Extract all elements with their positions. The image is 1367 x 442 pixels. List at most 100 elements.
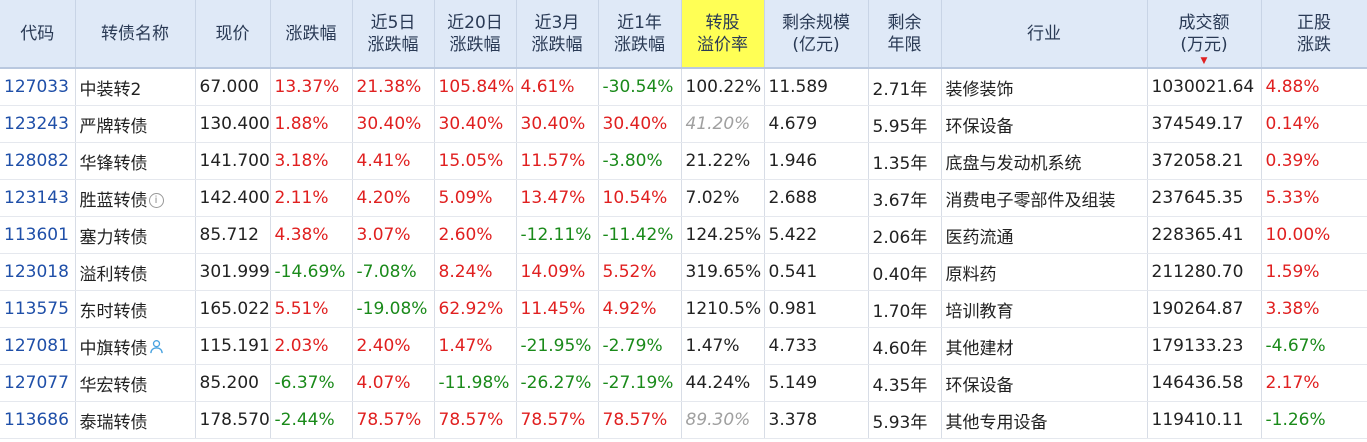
cell-stock_chg: 2.17% — [1261, 364, 1367, 402]
table-row[interactable]: 113601 塞力转债 85.712 4.38% 3.07% 2.60% -12.11% -1… — [0, 216, 1367, 254]
cell-code[interactable]: 127081 — [0, 327, 76, 365]
column-header-code[interactable]: 代码 — [0, 0, 76, 69]
cell-name[interactable]: 泰瑞转债 — [75, 401, 196, 439]
column-header-scale[interactable]: 剩余规模 (亿元) — [764, 0, 869, 69]
cell-turnover: 228365.41 — [1147, 216, 1262, 254]
column-header-label: 涨跌幅 — [531, 34, 583, 55]
cell-price: 115.191 — [195, 327, 271, 365]
cell-chg3m: 11.45% — [516, 290, 599, 328]
cell-industry: 原料药 — [941, 253, 1148, 291]
column-header-chg3m[interactable]: 近3月 涨跌幅 — [516, 0, 599, 69]
cell-code[interactable]: 113575 — [0, 290, 76, 328]
cell-turnover: 146436.58 — [1147, 364, 1262, 402]
cell-scale: 0.541 — [764, 253, 869, 291]
cell-chg1y: -30.54% — [598, 68, 682, 106]
cell-name[interactable]: 中装转2 — [75, 68, 196, 106]
cell-premium: 100.22% — [681, 68, 765, 106]
column-header-chg20d[interactable]: 近20日 涨跌幅 — [434, 0, 517, 69]
column-header-chg1y[interactable]: 近1年 涨跌幅 — [598, 0, 682, 69]
cell-chg3m: 14.09% — [516, 253, 599, 291]
cell-price: 142.400 — [195, 179, 271, 217]
cell-name[interactable]: 胜蓝转债 i — [75, 179, 196, 217]
table-row[interactable]: 113575 东时转债 165.022 5.51% -19.08% 62.92% 11.45… — [0, 290, 1367, 328]
cell-scale: 0.981 — [764, 290, 869, 328]
cell-chg5d: 4.07% — [352, 364, 435, 402]
cell-name[interactable]: 中旗转债 — [75, 327, 196, 365]
cell-chg3m: -21.95% — [516, 327, 599, 365]
cell-stock_chg: -1.26% — [1261, 401, 1367, 439]
table-row[interactable]: 127081 中旗转债 115.191 2.03% 2.40% 1.47% -21.95% -… — [0, 327, 1367, 365]
cell-industry: 环保设备 — [941, 364, 1148, 402]
column-header-label: 现价 — [215, 23, 250, 44]
cell-premium: 1210.5% — [681, 290, 765, 328]
table-row[interactable]: 123143 胜蓝转债 i 142.400 2.11% 4.20% 5.09% 13.47% 1… — [0, 179, 1367, 217]
cell-code[interactable]: 128082 — [0, 142, 76, 180]
cell-name[interactable]: 塞力转债 — [75, 216, 196, 254]
cell-chg3m: -26.27% — [516, 364, 599, 402]
cell-price: 85.712 — [195, 216, 271, 254]
column-header-premium[interactable]: 转股 溢价率 — [681, 0, 765, 69]
column-header-label: 剩余 — [887, 12, 922, 33]
column-header-chg[interactable]: 涨跌幅 — [270, 0, 353, 69]
cell-chg: 2.03% — [270, 327, 353, 365]
cell-chg20d: 78.57% — [434, 401, 517, 439]
table-row[interactable]: 128082 华锋转债 141.700 3.18% 4.41% 15.05% 11.57% -… — [0, 142, 1367, 180]
cell-industry: 其他专用设备 — [941, 401, 1148, 439]
cell-code[interactable]: 127077 — [0, 364, 76, 402]
user-icon[interactable] — [149, 339, 164, 359]
cell-name[interactable]: 华锋转债 — [75, 142, 196, 180]
cell-industry: 培训教育 — [941, 290, 1148, 328]
cell-chg20d: 62.92% — [434, 290, 517, 328]
cell-scale: 11.589 — [764, 68, 869, 106]
column-header-chg5d[interactable]: 近5日 涨跌幅 — [352, 0, 435, 69]
cell-premium: 89.30% — [681, 401, 765, 439]
table-row[interactable]: 113686 泰瑞转债 178.570 -2.44% 78.57% 78.57% 78.57… — [0, 401, 1367, 439]
column-header-turnover[interactable]: 成交额 (万元) ▼ — [1147, 0, 1262, 69]
cell-chg: 4.38% — [270, 216, 353, 254]
cell-code[interactable]: 113686 — [0, 401, 76, 439]
column-header-industry[interactable]: 行业 — [941, 0, 1148, 69]
cell-scale: 4.733 — [764, 327, 869, 365]
cell-premium: 21.22% — [681, 142, 765, 180]
sort-desc-icon[interactable]: ▼ — [1200, 56, 1208, 66]
column-header-stock_chg[interactable]: 正股 涨跌 — [1261, 0, 1367, 69]
table-row[interactable]: 123018 溢利转债 301.999 -14.69% -7.08% 8.24% 14.09… — [0, 253, 1367, 291]
cell-years: 3.67年 — [868, 179, 942, 217]
cell-stock_chg: 0.14% — [1261, 105, 1367, 143]
cell-scale: 4.679 — [764, 105, 869, 143]
cell-name[interactable]: 严牌转债 — [75, 105, 196, 143]
cell-chg3m: 4.61% — [516, 68, 599, 106]
cell-price: 85.200 — [195, 364, 271, 402]
cell-code[interactable]: 123018 — [0, 253, 76, 291]
cell-premium: 1.47% — [681, 327, 765, 365]
cell-chg1y: -27.19% — [598, 364, 682, 402]
cell-price: 130.400 — [195, 105, 271, 143]
column-header-years[interactable]: 剩余 年限 — [868, 0, 942, 69]
cell-scale: 5.422 — [764, 216, 869, 254]
cell-code[interactable]: 113601 — [0, 216, 76, 254]
cell-chg20d: -11.98% — [434, 364, 517, 402]
info-icon[interactable]: i — [148, 193, 164, 208]
column-header-name[interactable]: 转债名称 — [75, 0, 196, 69]
table-row[interactable]: 127077 华宏转债 85.200 -6.37% 4.07% -11.98% -26.27… — [0, 364, 1367, 402]
cell-name[interactable]: 华宏转债 — [75, 364, 196, 402]
table-row[interactable]: 123243 严牌转债 130.400 1.88% 30.40% 30.40% 30.40%… — [0, 105, 1367, 143]
cell-code[interactable]: 127033 — [0, 68, 76, 106]
cell-code[interactable]: 123143 — [0, 179, 76, 217]
column-header-label: 涨跌幅 — [285, 23, 337, 44]
cell-stock_chg: 5.33% — [1261, 179, 1367, 217]
column-header-label: 涨跌幅 — [449, 34, 501, 55]
column-header-price[interactable]: 现价 — [195, 0, 271, 69]
cell-name[interactable]: 溢利转债 — [75, 253, 196, 291]
cell-turnover: 372058.21 — [1147, 142, 1262, 180]
cell-industry: 环保设备 — [941, 105, 1148, 143]
cell-code[interactable]: 123243 — [0, 105, 76, 143]
cell-chg: 5.51% — [270, 290, 353, 328]
cell-chg5d: 4.41% — [352, 142, 435, 180]
cell-price: 141.700 — [195, 142, 271, 180]
cell-stock_chg: -4.67% — [1261, 327, 1367, 365]
column-header-label: 溢价率 — [697, 34, 748, 55]
table-row[interactable]: 127033 中装转2 67.000 13.37% 21.38% 105.84% 4.61%… — [0, 68, 1367, 106]
cell-chg20d: 8.24% — [434, 253, 517, 291]
cell-name[interactable]: 东时转债 — [75, 290, 196, 328]
